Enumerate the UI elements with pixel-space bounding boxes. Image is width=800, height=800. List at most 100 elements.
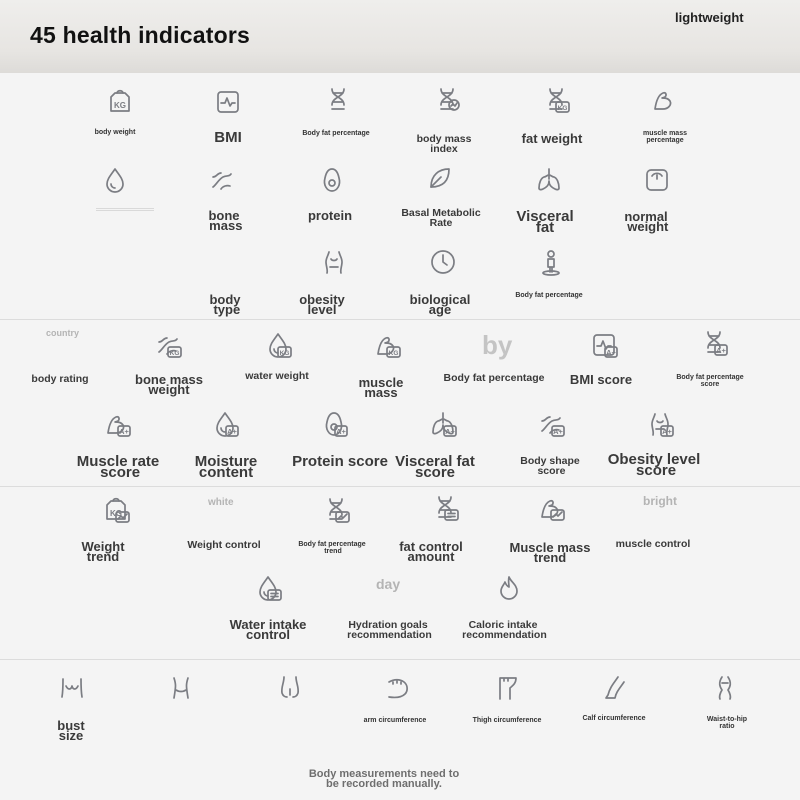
svg-text:A+: A+ [445,427,455,436]
svg-text:KG: KG [114,101,126,110]
placeholder-line [96,210,154,211]
svg-text:A+: A+ [716,346,726,355]
indicator-label: Body fat percentage [443,372,545,384]
kg-trend-icon: KG [101,495,131,525]
tagline: lightweight [675,10,744,25]
indicator-label: Body fat percentage trend [298,541,366,556]
body-shape-a-plus-icon: A+ [536,409,566,439]
indicator-label: biological age [409,292,471,318]
thigh-icon [493,673,523,703]
monitor-a-plus-icon: A+ [589,330,619,360]
lungs-icon [534,165,564,195]
indicator-label: muscle control [615,538,691,550]
indicator-label: Body fat percentage [515,292,583,299]
indicator-label: muscle mass percentage [643,130,687,145]
drop-kg-icon: KG [263,330,293,360]
placeholder-line [96,208,154,209]
indicator-label: muscle mass [358,375,404,401]
indicator-label: bone mass [208,208,243,234]
flame-icon [494,573,524,603]
indicator-label: body mass index [416,133,472,155]
indicator-label: fat weight [521,131,583,146]
indicator-label: Waist-to-hip ratio [706,716,748,731]
svg-text:KG: KG [170,350,180,357]
arm-a-plus-icon: A+ [102,409,132,439]
calf-icon [600,673,630,703]
svg-text:A+: A+ [553,427,563,436]
dna-a-plus-icon: A+ [699,328,729,358]
svg-text:KG: KG [558,105,568,112]
indicator-label: bone mass weight [135,372,203,398]
watermark-text: by [482,330,513,360]
avocado-a-plus-icon: A+ [319,409,349,439]
obesity-a-plus-icon: A+ [645,409,675,439]
indicator-label: protein [307,208,353,223]
section-divider [0,659,800,660]
bone-icon [207,165,237,195]
svg-text:A+: A+ [227,427,237,436]
water-drop-icon [100,165,130,195]
svg-text:KG: KG [389,350,399,357]
indicator-label: BMI [214,129,242,146]
indicator-label: bust size [57,718,85,744]
bust-icon [57,673,87,703]
indicator-label: normal weight [624,209,669,235]
indicator-label: obesity level [299,292,345,318]
section-divider [0,486,800,487]
indicator-label: body rating [31,373,89,385]
indicator-label: Visceral fat [516,208,574,236]
heartbeat-monitor-icon [213,87,243,117]
ghost-label-white: white [208,497,234,508]
clock-icon [428,247,458,277]
indicator-label: Weight trend [81,539,125,565]
indicator-label: BMI score [569,372,633,387]
obesity-body-icon [319,247,349,277]
indicator-label: Calf circumference [582,715,646,722]
waist-hip-icon [710,673,740,703]
svg-text:A+: A+ [606,348,616,357]
indicator-label: body weight [94,129,136,136]
avocado-icon [317,165,347,195]
arm-trend-icon [536,493,566,523]
kg-scale-icon: KG [105,87,135,117]
indicator-label: Muscle mass trend [509,540,591,566]
indicator-label: Thigh circumference [472,717,542,724]
ghost-label-day: day [376,576,401,592]
indicator-label: Water intake control [229,617,307,643]
ghost-label-bright: bright [643,494,677,508]
indicator-label: Hydration goals recommendation [347,619,432,641]
indicator-label: Caloric intake recommendation [462,619,547,641]
section-divider [0,319,800,320]
indicator-label: Body fat percentage [302,130,370,137]
muscle-arm-icon [649,85,679,115]
ghost-label-country: country [46,328,80,338]
indicator-label: Weight control [187,539,261,551]
dna-chart-icon [432,85,462,115]
indicator-label: fat control amount [399,539,463,565]
arm-kg-icon: KG [372,330,402,360]
svg-text:A+: A+ [336,427,346,436]
indicator-label: Protein score [292,453,388,470]
svg-text:A+: A+ [119,427,129,436]
indicator-label: water weight [245,370,309,382]
waist-icon [166,673,196,703]
leaf-icon [425,163,455,193]
bone-kg-icon: KG [153,330,183,360]
svg-text:KG: KG [280,350,290,357]
page-title: 45 health indicators [30,22,251,48]
header-banner: 45 health indicators lightweight [0,0,800,73]
indicator-label: Basal Metabolic Rate [401,207,481,229]
indicator-label: Body fat percentage score [676,374,744,389]
person-standing-icon [536,247,566,277]
footer-note: Body measurements need to be recorded ma… [308,768,460,791]
weight-scale-icon [642,165,672,195]
drop-a-plus-icon: A+ [210,409,240,439]
lungs-a-plus-icon: A+ [428,409,458,439]
dna-icon [323,85,353,115]
indicator-label: Body shape score [520,455,580,477]
indicator-label: arm circumference [363,717,427,724]
indicator-label: Obesity level score [607,451,701,479]
dna-trend-icon [321,495,351,525]
indicator-label: Muscle rate score [76,453,160,481]
dna-list-icon [430,493,460,523]
